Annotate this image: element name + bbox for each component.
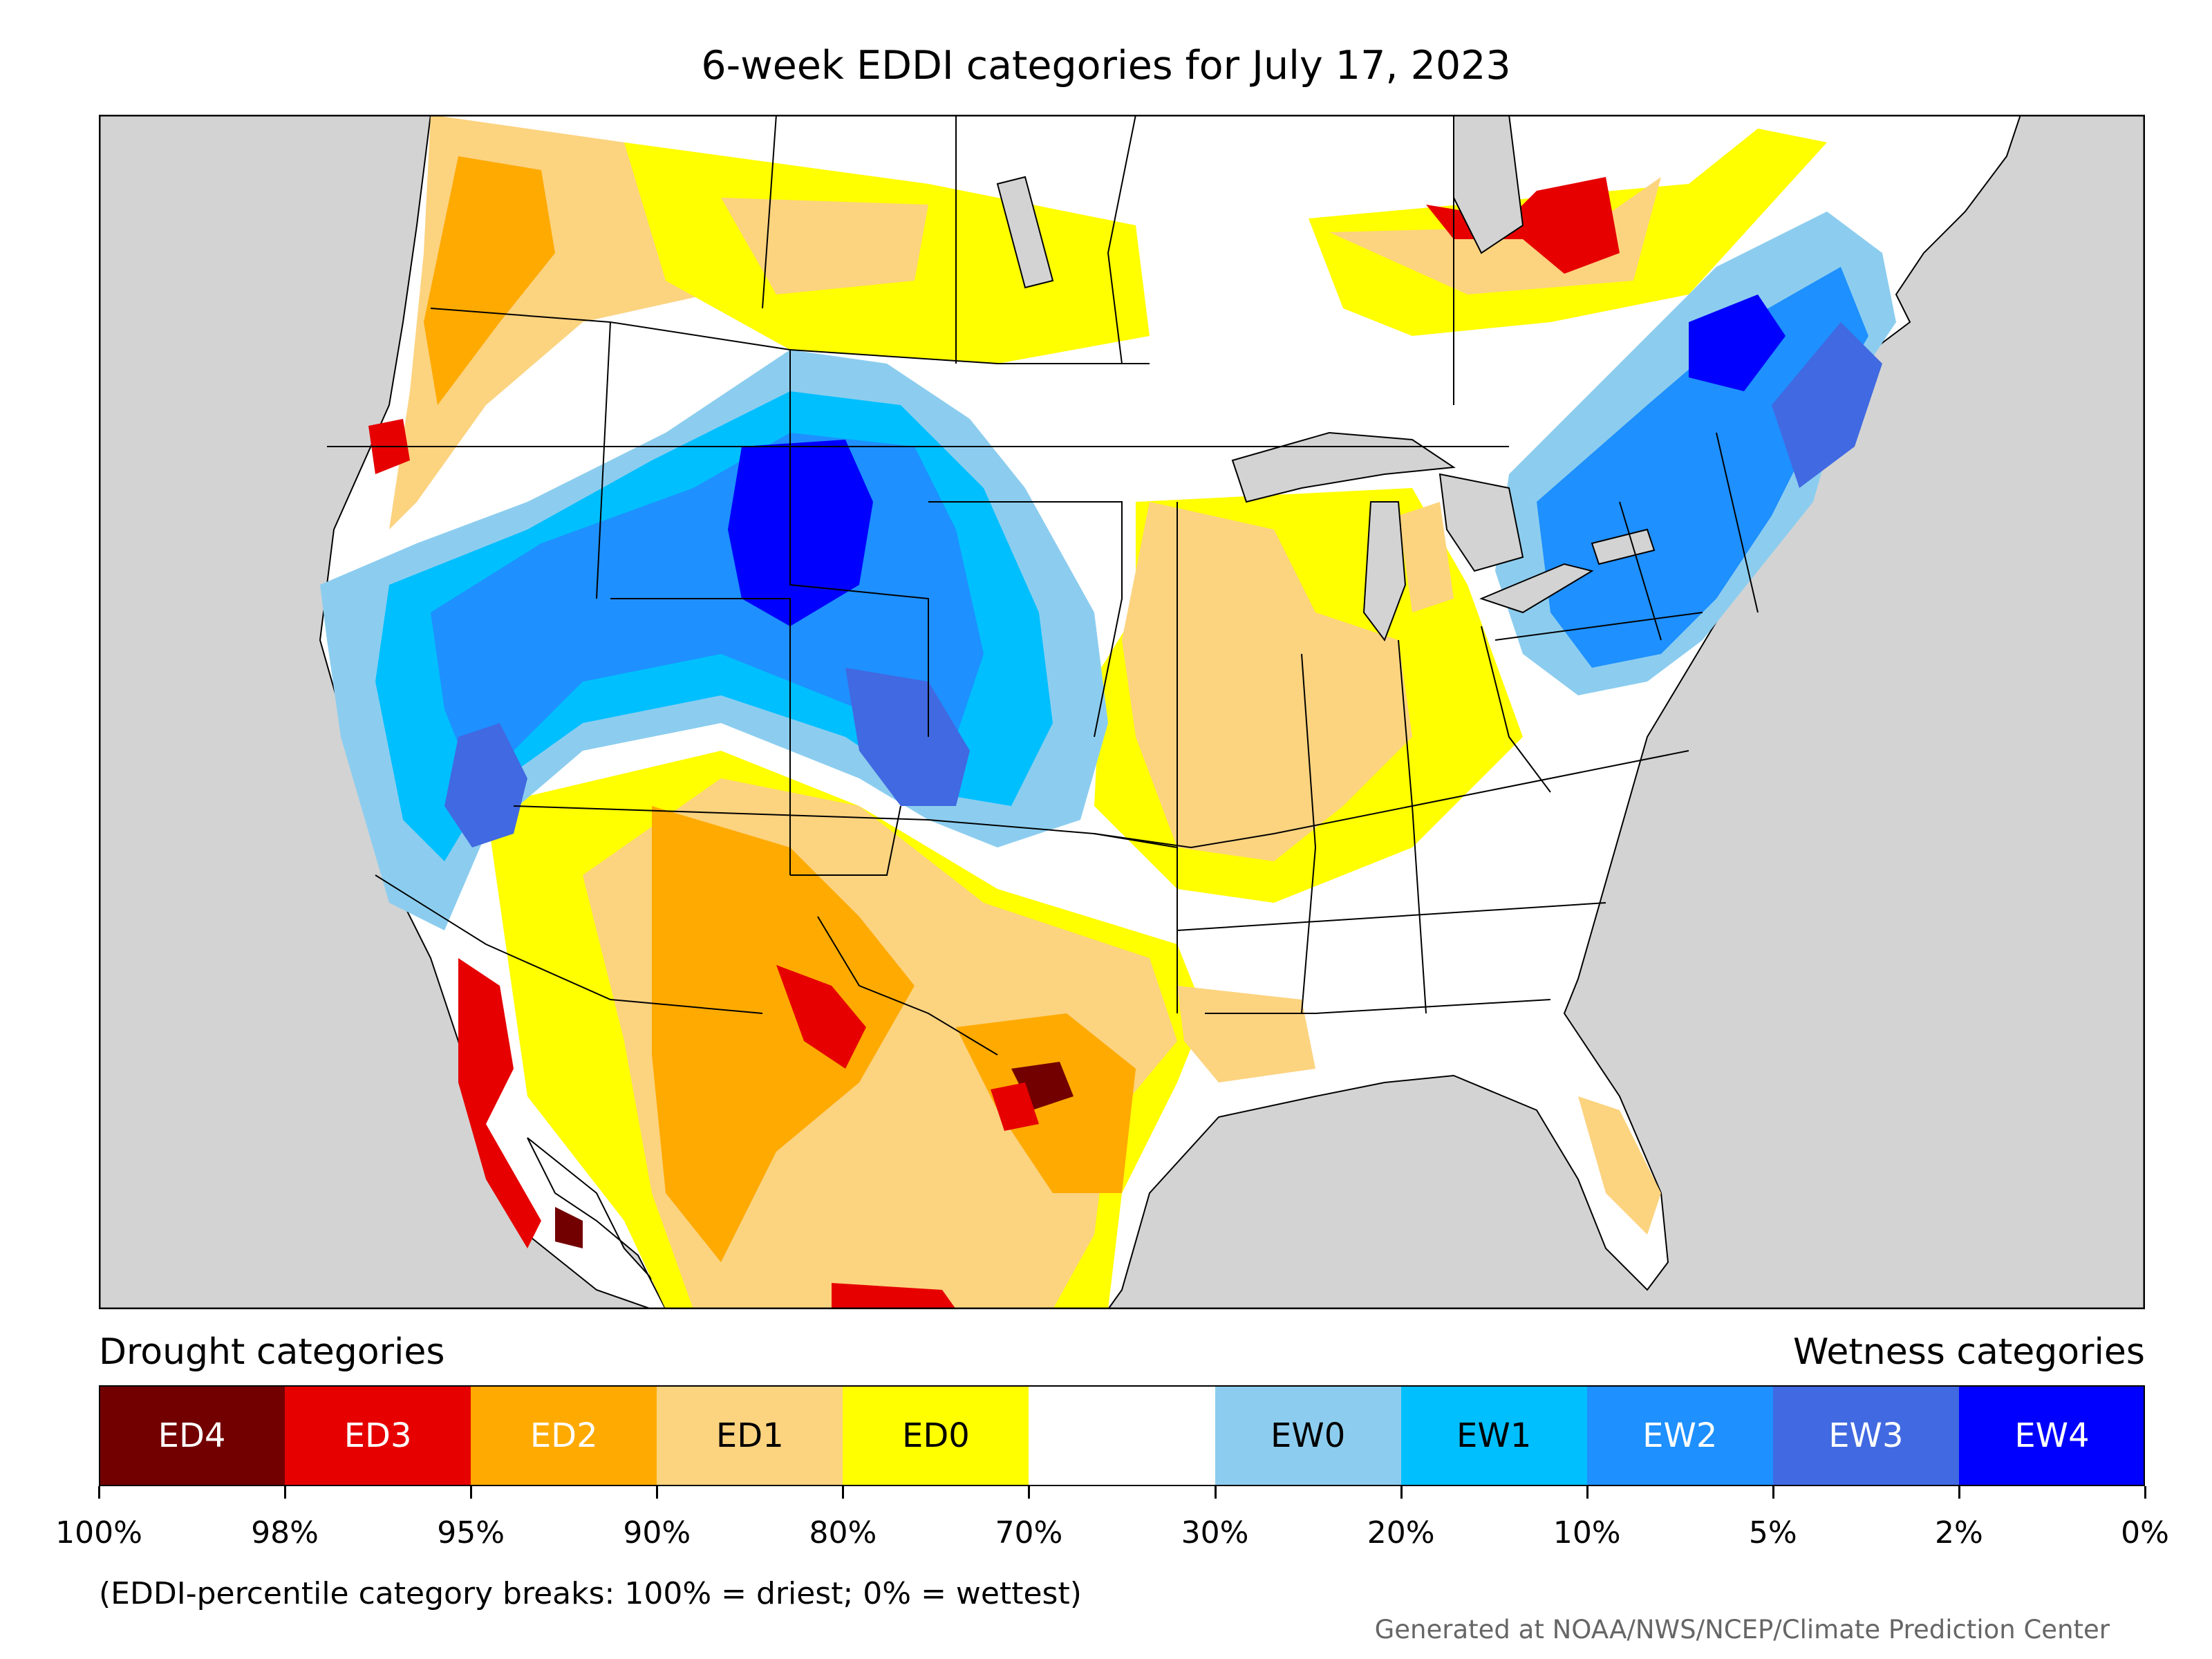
colorbar-tick [1028, 1486, 1031, 1499]
colorbar-tick-label: 70% [995, 1515, 1063, 1550]
legend-box-ed4: ED4 [99, 1385, 285, 1486]
patch-ew4-wyoming [728, 440, 873, 626]
patch-ed1-louisiana [1177, 986, 1315, 1082]
lake-superior [1231, 431, 1456, 503]
patch-ew2-northeast [1537, 267, 1868, 668]
patch-ed3-mexico-south [832, 1283, 956, 1309]
map-title: 6-week EDDI categories for July 17, 2023 [701, 43, 1511, 88]
colorbar-tick [284, 1486, 287, 1499]
patch-ed2-northwest [424, 156, 555, 405]
borders [327, 115, 1759, 1056]
colorbar-tick-label: 5% [1748, 1515, 1797, 1550]
legend-box-ew4: EW4 [1958, 1385, 2146, 1486]
legend-box-ew2: EW2 [1586, 1385, 1773, 1486]
colorbar-tick-label: 95% [437, 1515, 505, 1550]
legend-box-ew3: EW3 [1772, 1385, 1959, 1486]
patch-ed1-florida [1578, 1096, 1661, 1235]
colorbar-tick [1400, 1486, 1403, 1499]
wetness-patches [320, 212, 1896, 930]
patch-ew4-quebec [1689, 294, 1785, 391]
legend-box-ed3: ED3 [285, 1385, 471, 1486]
colorbar-tick [1958, 1486, 1960, 1499]
colorbar-tick [2144, 1486, 2146, 1499]
colorbar-tick-label: 0% [2121, 1515, 2169, 1550]
category-colorbar: ED4 ED3 ED2 ED1 ED0 EW0 EW1 EW2 EW3 EW4 [99, 1385, 2146, 1486]
lake-huron [1438, 473, 1524, 572]
legend-box-ew0: EW0 [1215, 1385, 1401, 1486]
colorbar-tick [1772, 1486, 1774, 1499]
patch-ed4-baja [555, 1207, 583, 1248]
drought-categories-header: Drought categories [99, 1331, 445, 1373]
colorbar-tick [470, 1486, 473, 1499]
great-lakes [996, 115, 1656, 642]
percentile-note: (EDDI-percentile category breaks: 100% =… [99, 1576, 1082, 1611]
patch-ed3-texas [991, 1082, 1039, 1131]
lake-michigan [1362, 501, 1407, 642]
legend-box-ed1: ED1 [657, 1385, 843, 1486]
legend-box-ed0: ED0 [843, 1385, 1029, 1486]
colorbar-tick-label: 80% [809, 1515, 877, 1550]
patch-ed2-southwest [652, 806, 915, 1262]
colorbar-tick [656, 1486, 659, 1499]
patch-ed3-newmexico [776, 965, 866, 1069]
patch-ed3-baja [458, 958, 541, 1248]
colorbar-tick-label: 2% [1935, 1515, 1983, 1550]
map-frame [99, 115, 2145, 1309]
colorbar-tick-label: 100% [55, 1515, 142, 1550]
colorbar-tick-label: 10% [1553, 1515, 1621, 1550]
colorbar-tick-label: 98% [251, 1515, 319, 1550]
patch-ew3-colorado [845, 668, 970, 806]
legend-box-ew1: EW1 [1400, 1385, 1587, 1486]
colorbar-tick [98, 1486, 100, 1499]
colorbar-tick [1586, 1486, 1588, 1499]
patch-ew3-newengland [1772, 322, 1882, 488]
patch-ed1-michigan [1398, 502, 1454, 612]
patch-ew3-nevada [444, 723, 527, 847]
lake-winnipeg [996, 176, 1054, 289]
wetness-categories-header: Wetness categories [1793, 1331, 2145, 1373]
legend-box-normal [1029, 1385, 1215, 1486]
credit-line: Generated at NOAA/NWS/NCEP/Climate Predi… [1374, 1615, 2110, 1644]
patch-ed1-midwest [1122, 502, 1412, 861]
patch-ed1-saskatchewan [721, 198, 928, 294]
lake-erie [1479, 563, 1594, 614]
colorbar-tick [842, 1486, 845, 1499]
legend-box-ed2: ED2 [471, 1385, 657, 1486]
colorbar-tick-label: 20% [1367, 1515, 1435, 1550]
eddi-map [99, 115, 2145, 1309]
colorbar-tick [1214, 1486, 1217, 1499]
colorbar-tick-label: 30% [1181, 1515, 1249, 1550]
colorbar-tick-label: 90% [623, 1515, 691, 1550]
